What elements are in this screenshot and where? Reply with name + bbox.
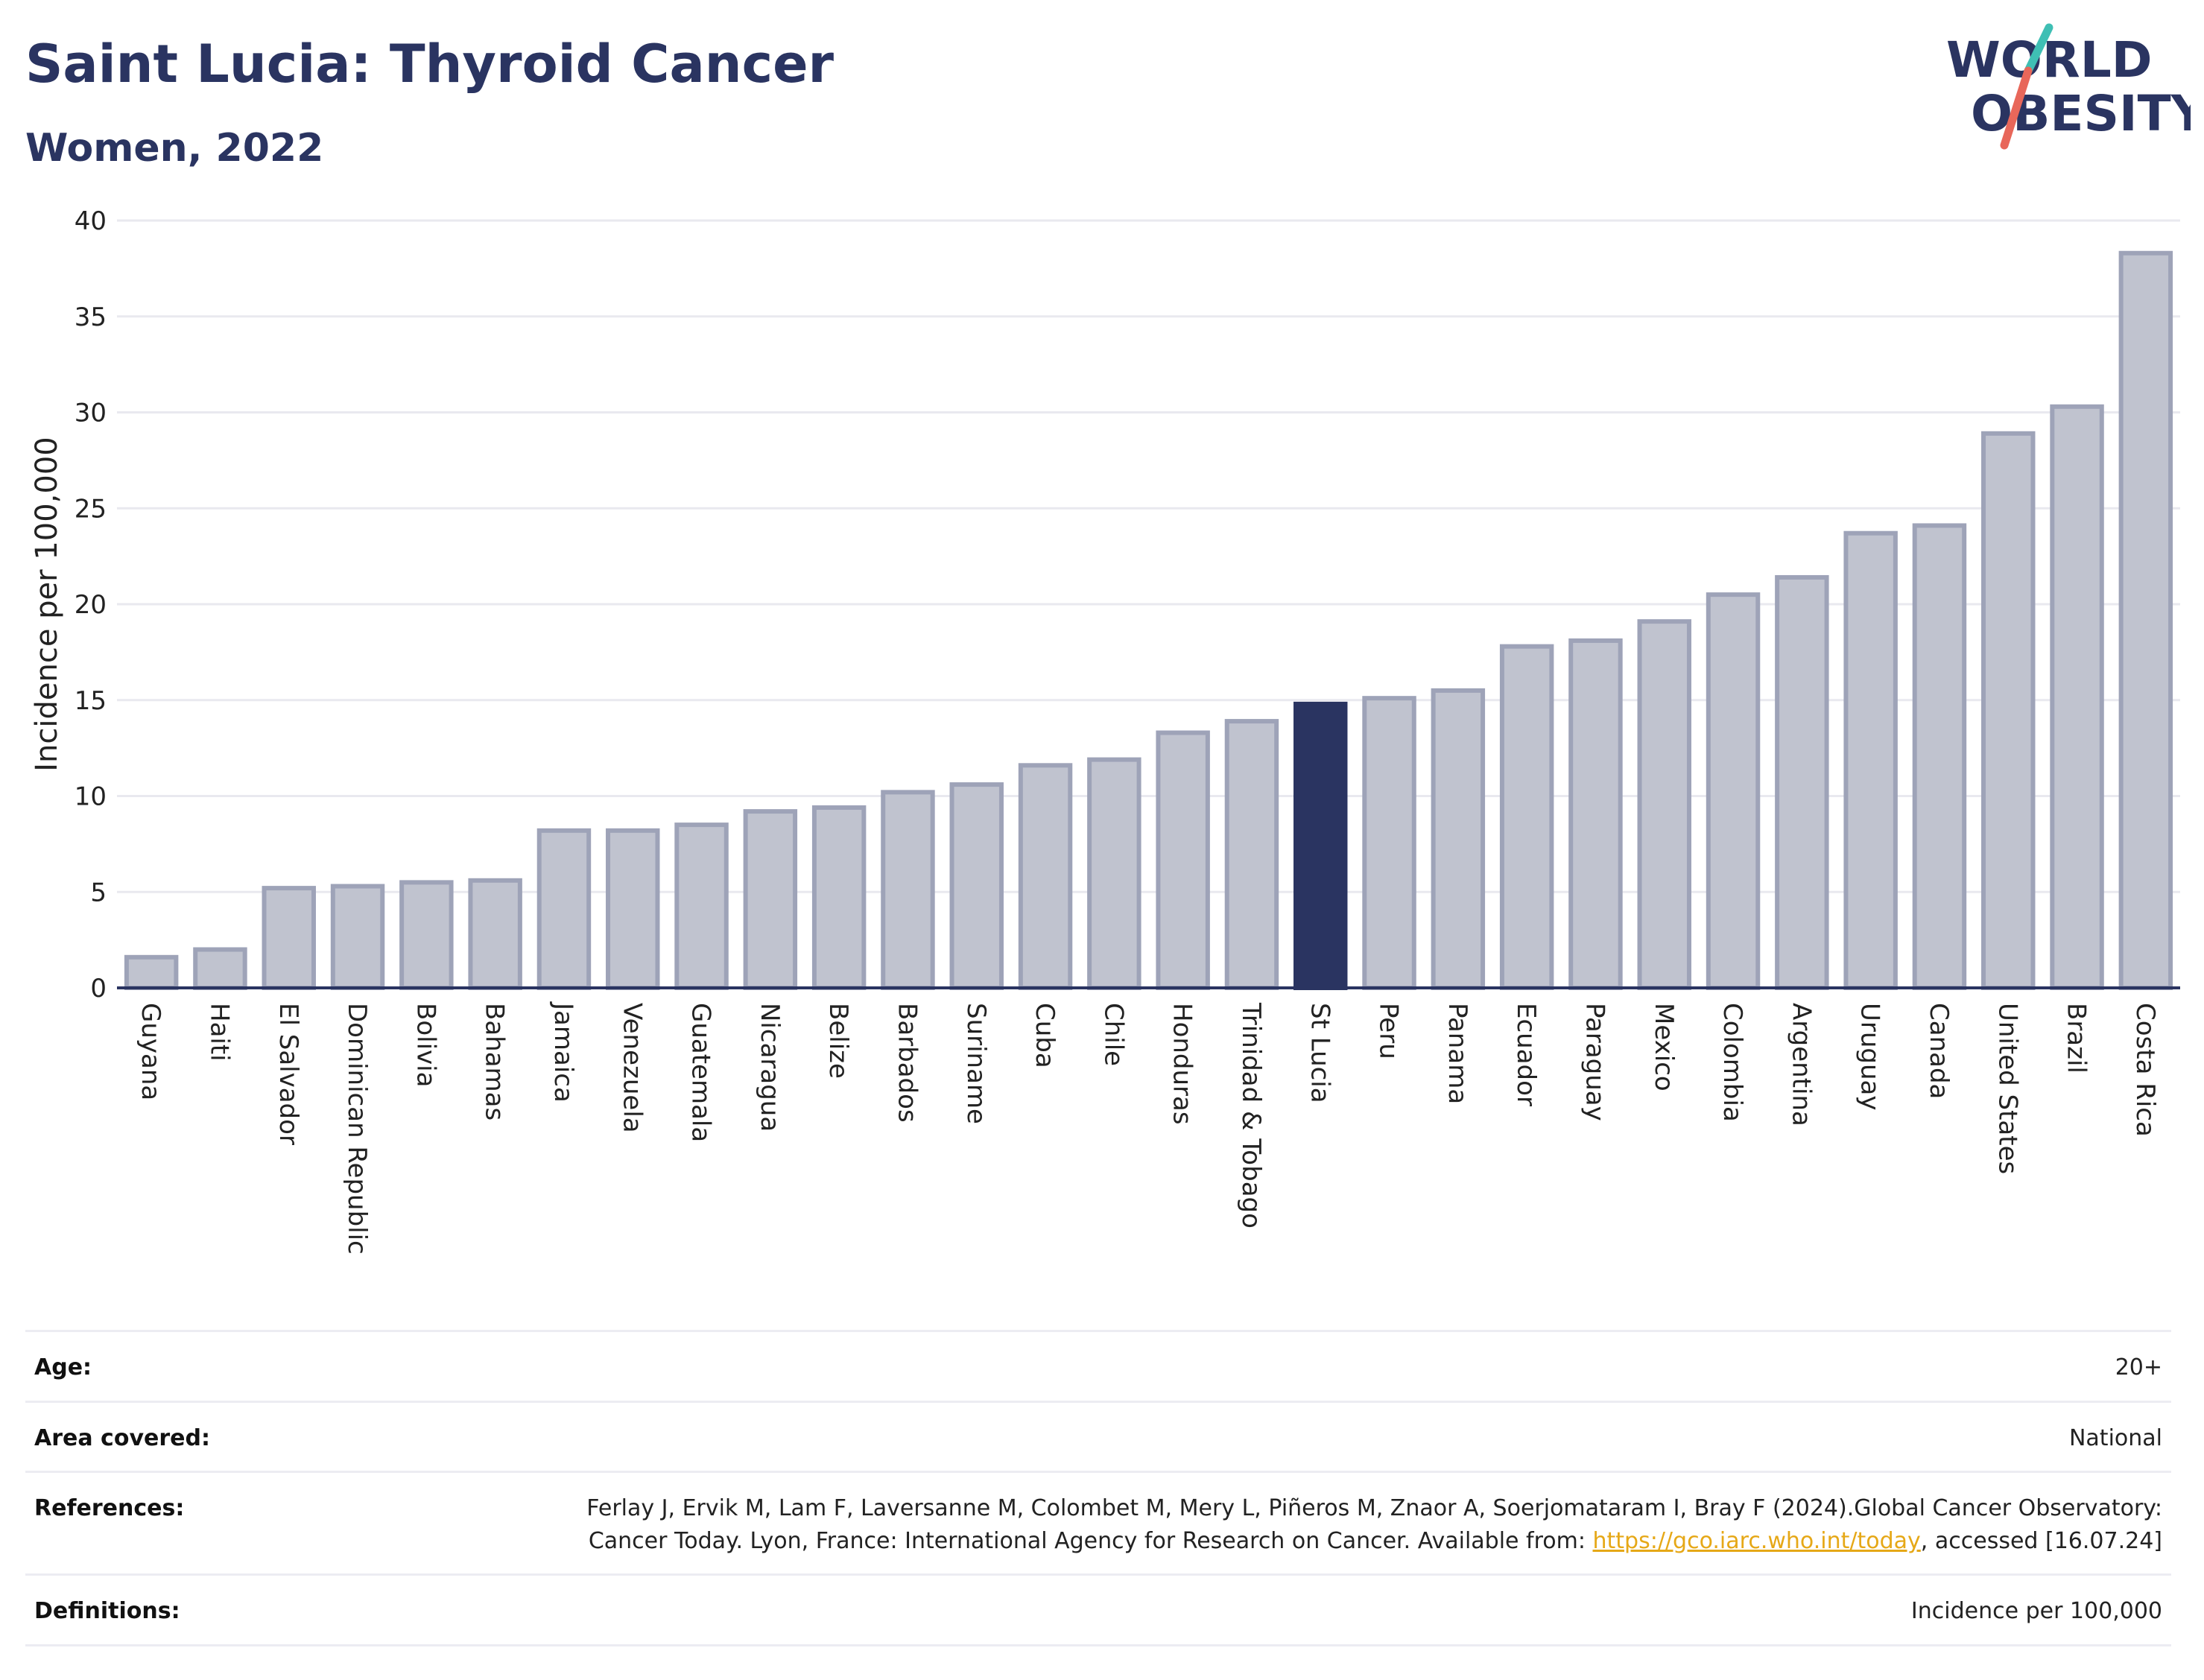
meta-row-area: Area covered: National xyxy=(25,1400,2171,1472)
bar xyxy=(1843,530,1898,991)
bar xyxy=(262,886,316,990)
bar xyxy=(1224,719,1279,990)
bar xyxy=(1981,431,2036,990)
bar xyxy=(1499,644,1554,991)
y-tick-label: 25 xyxy=(75,494,107,524)
bar xyxy=(1362,696,1416,990)
y-tick-label: 10 xyxy=(75,782,107,812)
meta-key-references: References: xyxy=(25,1471,565,1575)
x-tick-label: Ecuador xyxy=(1511,1003,1541,1106)
bar xyxy=(2118,250,2173,990)
bar-chart: 0 5 10 15 20 25 30 35 40 Incidence per 100,000 Guy… xyxy=(30,206,2180,1255)
meta-key-definitions: Definitions: xyxy=(25,1573,565,1646)
x-tick-label: Bahamas xyxy=(480,1003,510,1120)
bar xyxy=(1018,763,1073,990)
x-tick-label: Chile xyxy=(1098,1003,1128,1066)
x-tick-label: Jamaica xyxy=(548,1001,578,1103)
x-tick-label: Suriname xyxy=(961,1003,991,1124)
y-tick-label: 0 xyxy=(90,974,107,1004)
bar xyxy=(1912,523,1967,990)
chart-subtitle: Women, 2022 xyxy=(25,126,324,171)
bar xyxy=(2050,404,2104,990)
y-tick-label: 5 xyxy=(90,878,107,907)
x-tick-label: Guatemala xyxy=(686,1003,716,1142)
x-tick-label: Cuba xyxy=(1030,1003,1060,1068)
x-tick-label: United States xyxy=(1992,1003,2022,1174)
x-tick-label: Peru xyxy=(1374,1003,1404,1059)
logo-accent-teal xyxy=(2024,23,2053,75)
meta-value-age: 20+ xyxy=(565,1330,2171,1401)
y-tick-label: 15 xyxy=(75,686,107,716)
y-tick-label: 20 xyxy=(75,590,107,620)
bar xyxy=(468,878,522,990)
bar xyxy=(124,954,179,991)
x-tick-label: Haiti xyxy=(204,1003,234,1062)
meta-key-age: Age: xyxy=(25,1330,565,1401)
meta-row-references: References: Ferlay J, Ervik M, Lam F, La… xyxy=(25,1471,2171,1575)
bar xyxy=(1156,730,1210,991)
bar xyxy=(330,884,385,991)
bar xyxy=(674,822,729,990)
bar xyxy=(399,880,454,990)
x-tick-label: Dominican Republic xyxy=(342,1003,372,1255)
x-tick-label: Venezuela xyxy=(617,1003,647,1133)
bar xyxy=(193,947,247,990)
bar xyxy=(1568,638,1623,990)
x-tick-label: Panama xyxy=(1443,1003,1472,1104)
x-tick-label: Mexico xyxy=(1649,1003,1679,1091)
x-tick-label: Brazil xyxy=(2062,1003,2091,1074)
reference-accessed: , accessed [16.07.24] xyxy=(1920,1527,2162,1554)
metadata-table: Age: 20+ Area covered: National Referenc… xyxy=(25,1330,2171,1646)
x-tick-label: Uruguay xyxy=(1855,1003,1885,1111)
logo-accent-coral xyxy=(2000,66,2033,150)
meta-value-references: Ferlay J, Ervik M, Lam F, Laversanne M, … xyxy=(565,1471,2171,1575)
x-tick-label: Paraguay xyxy=(1580,1003,1609,1121)
y-tick-label: 30 xyxy=(75,399,107,428)
bar xyxy=(1431,688,1486,990)
bar xyxy=(881,790,935,990)
meta-row-definitions: Definitions: Incidence per 100,000 xyxy=(25,1573,2171,1646)
logo-line1: WORLD xyxy=(1946,31,2153,89)
bar xyxy=(1706,592,1761,990)
y-axis-label: Incidence per 100,000 xyxy=(30,437,64,772)
x-tick-label: Barbados xyxy=(892,1003,922,1123)
x-tick-label: Guyana xyxy=(136,1003,165,1100)
meta-row-age: Age: 20+ xyxy=(25,1330,2171,1401)
chart-title: Saint Lucia: Thyroid Cancer xyxy=(25,34,835,95)
bar xyxy=(1775,574,1829,990)
bar xyxy=(536,828,592,990)
bar xyxy=(743,809,798,990)
bar xyxy=(606,828,660,990)
bar xyxy=(1087,757,1141,990)
bar xyxy=(811,805,867,991)
reference-text: Ferlay J, Ervik M, Lam F, Laversanne M, … xyxy=(586,1495,2162,1554)
x-tick-label: Argentina xyxy=(1786,1003,1816,1126)
x-tick-label: Costa Rica xyxy=(2130,1003,2160,1137)
x-tick-label: Canada xyxy=(1924,1003,1954,1099)
bar xyxy=(1637,619,1691,990)
y-tick-label: 40 xyxy=(75,206,107,236)
meta-key-area: Area covered: xyxy=(25,1400,565,1472)
x-tick-label: Belize xyxy=(823,1003,853,1079)
x-tick-label: St Lucia xyxy=(1305,1003,1334,1103)
x-tick-label: Bolivia xyxy=(411,1003,440,1087)
x-tick-label: El Salvador xyxy=(273,1003,303,1145)
world-obesity-logo: WORLD OBESITY xyxy=(1946,23,2191,150)
bar-highlighted xyxy=(1293,701,1348,991)
y-tick-label: 35 xyxy=(75,302,107,332)
x-tick-label: Honduras xyxy=(1168,1003,1197,1125)
x-tick-label: Nicaragua xyxy=(755,1003,785,1132)
meta-value-definitions: Incidence per 100,000 xyxy=(565,1573,2171,1646)
meta-value-area: National xyxy=(565,1400,2171,1472)
x-tick-label: Colombia xyxy=(1717,1003,1747,1122)
bar xyxy=(949,782,1004,990)
x-tick-label: Trinidad & Tobago xyxy=(1236,1002,1266,1229)
reference-link[interactable]: https://gco.iarc.who.int/today xyxy=(1592,1527,1921,1554)
